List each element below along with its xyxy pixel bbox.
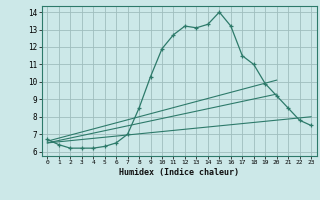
X-axis label: Humidex (Indice chaleur): Humidex (Indice chaleur) (119, 168, 239, 177)
